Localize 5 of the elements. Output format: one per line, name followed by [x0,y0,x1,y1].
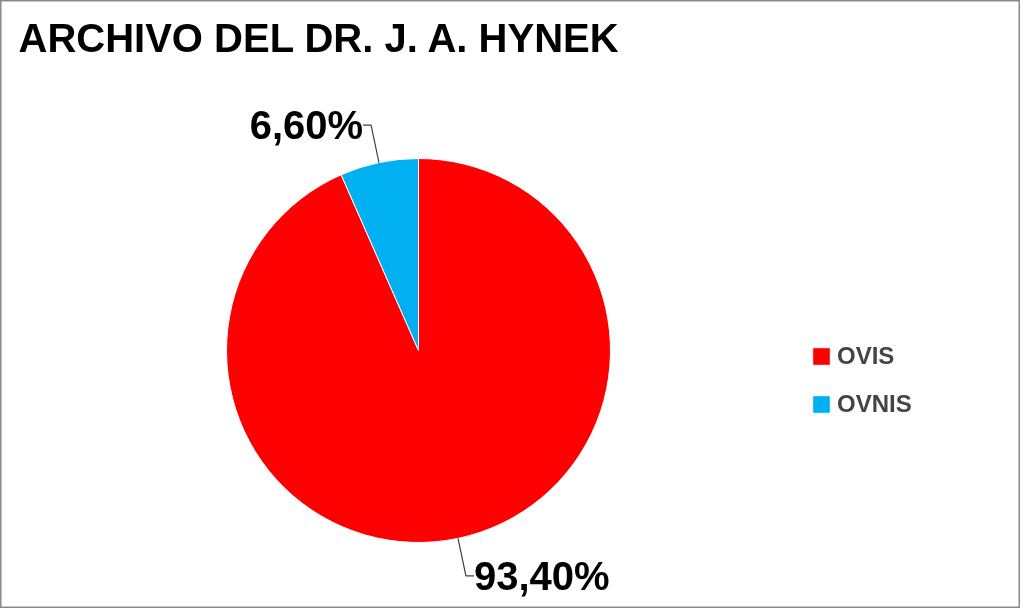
legend-label: OVNIS [837,390,912,418]
chart-title: ARCHIVO DEL DR. J. A. HYNEK [18,15,619,60]
data-label: 6,60% [249,103,364,148]
legend-label: OVIS [837,342,895,370]
data-label: 93,40% [473,553,610,598]
